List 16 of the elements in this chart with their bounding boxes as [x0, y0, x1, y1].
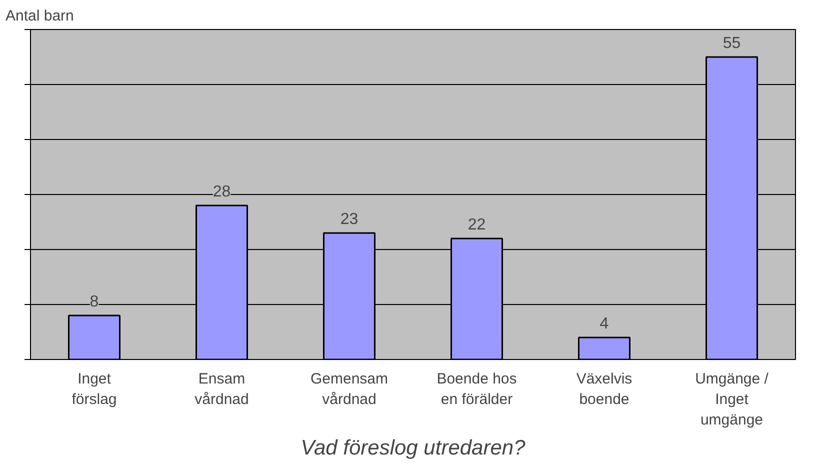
x-tick-label: Umgänge / Inget umgänge [695, 370, 770, 428]
bar [68, 314, 120, 360]
data-label: 28 [212, 184, 231, 200]
x-tick-label: Ensam vårdnad [194, 370, 249, 408]
bar [578, 336, 630, 360]
data-label: 55 [722, 35, 741, 52]
data-label: 8 [90, 294, 99, 310]
x-tick-label: Boende hos en förälder [436, 370, 517, 408]
y-axis-title: Antal barn [6, 8, 74, 24]
data-label: 4 [600, 316, 609, 332]
data-label: 23 [340, 211, 358, 228]
x-tick-label: Inget förslag [72, 370, 117, 408]
x-tick-label: Växelvis boende [576, 370, 632, 408]
data-label: 22 [468, 216, 486, 234]
x-tick-label: Gemensam vårdnad [310, 370, 388, 408]
x-axis-title: Vad föreslog utredaren? [300, 436, 526, 460]
